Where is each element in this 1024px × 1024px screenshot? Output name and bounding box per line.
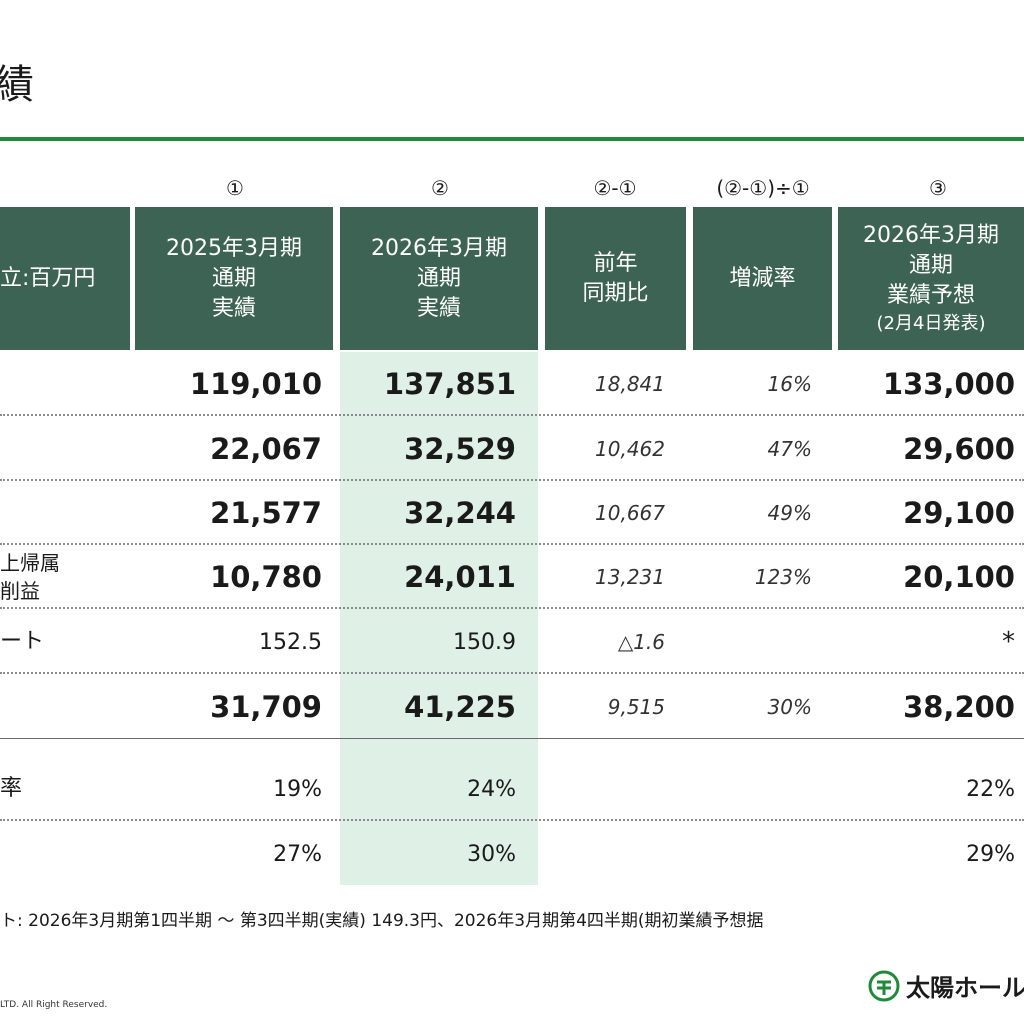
column-marker-5: ③ [929, 176, 947, 200]
table-row: 上帰属 削益 10,780 24,011 13,231 123% 20,100 [0, 545, 1024, 609]
cell-fy2026: 137,851 [383, 367, 516, 401]
row-label: 上帰属 削益 [0, 551, 60, 603]
row-divider [0, 607, 1024, 609]
cell-yoy [545, 757, 665, 821]
cell-rate: 47% [767, 437, 812, 461]
cell-yoy: △1.6 [617, 630, 665, 654]
header-line: 2025年3月期 [166, 235, 302, 261]
cell-fy2026: 150.9 [453, 629, 516, 655]
table-row: 31,709 41,225 9,515 30% 38,200 [0, 675, 1024, 739]
header-unit: 立:百万円 [0, 207, 130, 350]
cell-forecast: 133,000 [882, 367, 1015, 401]
header-yoy-change: 前年 同期比 [545, 207, 686, 350]
cell-fy2025: 152.5 [259, 629, 322, 655]
cell-yoy: 10,462 [595, 437, 665, 461]
cell-rate [690, 822, 812, 886]
cell-fy2026: 32,244 [404, 496, 516, 530]
header-line: 2026年3月期 [371, 235, 507, 261]
cell-fy2025: 27% [273, 841, 322, 867]
logo-text: 太陽ホール [906, 974, 1024, 1002]
title-divider [0, 137, 1024, 141]
table-row: 22,067 32,529 10,462 47% 29,600 [0, 417, 1024, 481]
header-line: 業績予想 [886, 282, 975, 308]
row-divider [0, 738, 1024, 739]
cell-rate: 16% [767, 372, 812, 396]
cell-fy2026: 41,225 [404, 690, 516, 724]
column-marker-2: ② [431, 176, 449, 200]
header-note: (2月4日発表) [876, 312, 986, 334]
cell-yoy [545, 822, 665, 886]
header-line: 同期比 [582, 280, 649, 306]
cell-fy2026: 32,529 [404, 432, 516, 466]
row-label: 率 [0, 776, 23, 801]
header-line: 前年 [593, 250, 638, 276]
cell-forecast: 29,100 [903, 496, 1015, 530]
footnote: ト: 2026年3月期第1四半期 〜 第3四半期(実績) 149.3円、2026… [0, 911, 764, 931]
cell-yoy: 9,515 [607, 695, 665, 719]
highlight-column [340, 352, 538, 885]
cell-fy2025: 31,709 [210, 690, 322, 724]
row-divider [0, 414, 1024, 416]
row-divider [0, 479, 1024, 481]
column-marker-4: (②-①)÷① [716, 176, 810, 200]
cell-forecast: 29% [966, 841, 1015, 867]
header-fy2026-forecast: 2026年3月期 通期 業績予想 (2月4日発表) [838, 207, 1024, 350]
table-row: ート 152.5 150.9 △1.6 * [0, 610, 1024, 674]
company-logo: 太陽ホール [868, 968, 1024, 1003]
cell-rate: 30% [767, 695, 812, 719]
cell-fy2026: 24% [467, 776, 516, 802]
cell-fy2025: 119,010 [189, 367, 322, 401]
header-line: 実績 [211, 295, 256, 321]
cell-rate [690, 757, 812, 821]
header-line: 実績 [416, 295, 461, 321]
cell-forecast: 20,100 [903, 560, 1015, 594]
cell-fy2025: 21,577 [210, 496, 322, 530]
row-divider [0, 819, 1024, 821]
cell-forecast: 29,600 [903, 432, 1015, 466]
table-row: 21,577 32,244 10,667 49% 29,100 [0, 481, 1024, 545]
page-title: 績 [0, 62, 36, 108]
column-marker-1: ① [226, 176, 244, 200]
cell-rate [690, 610, 812, 674]
table-row: 率 19% 24% 22% [0, 757, 1024, 821]
cell-forecast: * [1002, 627, 1015, 657]
table-row: 27% 30% 29% [0, 822, 1024, 886]
cell-fy2025: 22,067 [210, 432, 322, 466]
cell-fy2026: 30% [467, 841, 516, 867]
header-fy2026-actual: 2026年3月期 通期 実績 [340, 207, 538, 350]
header-line: 2026年3月期 [863, 222, 999, 248]
header-line: 増減率 [729, 265, 796, 291]
cell-rate: 123% [754, 565, 812, 589]
cell-rate: 49% [767, 501, 812, 525]
header-unit-label: 立:百万円 [0, 265, 96, 291]
cell-fy2025: 19% [273, 776, 322, 802]
cell-fy2026: 24,011 [404, 560, 516, 594]
header-line: 通期 [908, 252, 953, 278]
cell-yoy: 13,231 [595, 565, 665, 589]
header-line: 通期 [416, 265, 461, 291]
column-marker-3: ②-① [593, 176, 637, 200]
row-divider [0, 672, 1024, 674]
cell-forecast: 22% [966, 776, 1015, 802]
cell-yoy: 10,667 [595, 501, 665, 525]
row-divider [0, 543, 1024, 545]
cell-yoy: 18,841 [595, 372, 665, 396]
row-label: ート [0, 629, 45, 654]
cell-fy2025: 10,780 [210, 560, 322, 594]
cell-forecast: 38,200 [903, 690, 1015, 724]
header-fy2025-actual: 2025年3月期 通期 実績 [135, 207, 333, 350]
table-row: 119,010 137,851 18,841 16% 133,000 [0, 352, 1024, 416]
copyright: LTD. All Right Reserved. [0, 1000, 108, 1010]
taiyo-logo-icon [868, 970, 900, 1001]
header-change-rate: 増減率 [693, 207, 832, 350]
header-line: 通期 [211, 265, 256, 291]
